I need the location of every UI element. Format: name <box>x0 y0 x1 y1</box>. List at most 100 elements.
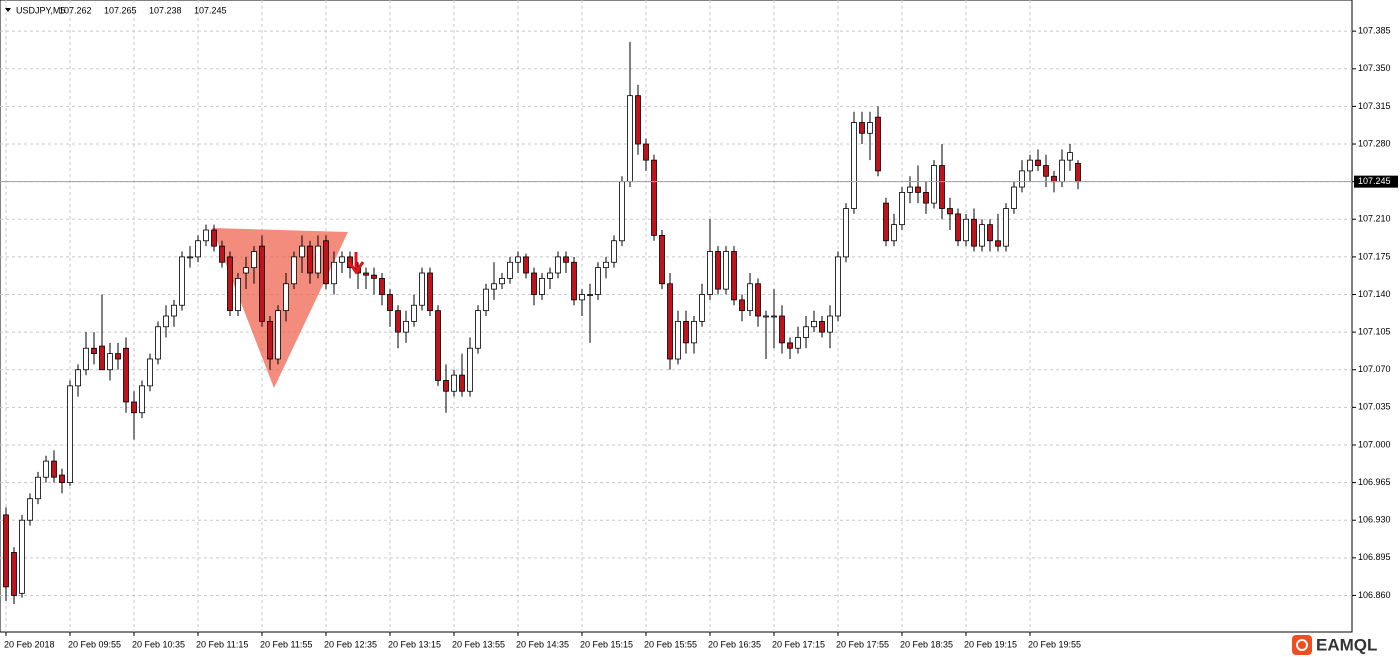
candle-body <box>739 299 745 312</box>
candle-body <box>547 272 553 279</box>
candle-body <box>595 267 601 295</box>
x-tick-label: 20 Feb 19:55 <box>1028 639 1081 649</box>
candle-body <box>59 474 65 483</box>
candle-body <box>371 274 377 279</box>
candle-body <box>587 294 593 296</box>
watermark: EAMQL <box>1290 633 1400 657</box>
candle-body <box>499 277 505 285</box>
candle-body <box>283 283 289 312</box>
header: USDJPY,M5 107.262 107.265 107.238 107.24… <box>5 5 227 15</box>
y-tick-label: 107.070 <box>1358 364 1391 374</box>
candle-body <box>923 191 929 204</box>
candle-body <box>1043 165 1049 177</box>
candle-body <box>291 256 297 285</box>
y-tick-label: 107.035 <box>1358 402 1391 412</box>
candle-body <box>683 320 689 344</box>
candle-body <box>3 514 9 588</box>
y-tick-label: 107.210 <box>1358 214 1391 224</box>
candle-body <box>315 245 321 274</box>
y-tick-label: 106.965 <box>1358 477 1391 487</box>
candle-body <box>891 224 897 242</box>
header-open: 107.262 <box>59 5 92 15</box>
x-tick-label: 20 Feb 10:35 <box>132 639 185 649</box>
candle-body <box>19 519 25 594</box>
candle-body <box>379 277 385 295</box>
watermark-icon <box>1292 635 1312 655</box>
candle-body <box>899 191 905 226</box>
candle-body <box>667 283 673 360</box>
candle-body <box>627 95 633 183</box>
candle-body <box>723 251 729 290</box>
x-tick-label: 20 Feb 16:35 <box>708 639 761 649</box>
candle-body <box>131 401 137 414</box>
candle-body <box>443 380 449 392</box>
candle-body <box>867 122 873 134</box>
candles <box>3 41 1081 605</box>
candle-body <box>827 315 833 333</box>
candle-body <box>27 498 33 521</box>
candle-body <box>659 234 665 285</box>
candle-body <box>1035 159 1041 166</box>
candle-body <box>275 310 281 360</box>
candle-body <box>99 345 105 371</box>
candle-body <box>363 272 369 276</box>
candle-body <box>67 385 73 483</box>
candle-body <box>515 256 521 263</box>
y-tick-label: 106.930 <box>1358 515 1391 525</box>
last-price-label: 107.245 <box>1358 176 1391 186</box>
x-tick-label: 20 Feb 13:15 <box>388 639 441 649</box>
candle-body <box>779 315 785 344</box>
candle-body <box>635 95 641 145</box>
header-icon <box>5 8 11 12</box>
plot-frame <box>0 0 1353 633</box>
candle-body <box>947 208 953 215</box>
candle-body <box>1019 170 1025 188</box>
candle-body <box>795 337 801 349</box>
candle-body <box>811 320 817 328</box>
candle-body <box>1059 159 1065 183</box>
candle-body <box>507 261 513 279</box>
header-close: 107.245 <box>194 5 227 15</box>
candle-body <box>851 122 857 209</box>
sell-arrow <box>347 252 365 275</box>
candle-body <box>123 347 129 403</box>
candle-body <box>931 165 937 204</box>
candle-body <box>235 277 241 312</box>
y-tick-label: 107.140 <box>1358 289 1391 299</box>
x-tick-label: 20 Feb 15:55 <box>644 639 697 649</box>
candle-body <box>219 245 225 263</box>
candle-body <box>267 320 273 360</box>
candle-body <box>51 460 57 478</box>
candle-body <box>859 122 865 134</box>
candle-body <box>555 256 561 274</box>
candle-body <box>755 283 761 317</box>
candle-body <box>411 304 417 322</box>
candle-body <box>403 320 409 333</box>
candle-body <box>747 283 753 312</box>
x-tick-label: 20 Feb 12:35 <box>324 639 377 649</box>
candle-body <box>523 256 529 274</box>
candle-body <box>787 342 793 349</box>
candle-body <box>883 202 889 242</box>
x-tick-label: 20 Feb 19:15 <box>964 639 1017 649</box>
candle-body <box>395 310 401 333</box>
candle-body <box>643 143 649 161</box>
y-tick-label: 107.315 <box>1358 101 1391 111</box>
candle-body <box>299 245 305 258</box>
candle-body <box>1075 162 1081 183</box>
candle-body <box>139 385 145 414</box>
candle-body <box>763 315 769 318</box>
candle-body <box>1067 152 1073 161</box>
candle-body <box>387 294 393 312</box>
candle-body <box>731 251 737 301</box>
candle-body <box>619 181 625 242</box>
candle-body <box>963 218 969 242</box>
candle-body <box>179 256 185 306</box>
candle-body <box>251 251 257 269</box>
candle-body <box>915 186 921 193</box>
candle-body <box>243 267 249 274</box>
candle-body <box>907 186 913 193</box>
candle-body <box>163 315 169 328</box>
candle-body <box>971 218 977 247</box>
candle-body <box>107 353 113 371</box>
